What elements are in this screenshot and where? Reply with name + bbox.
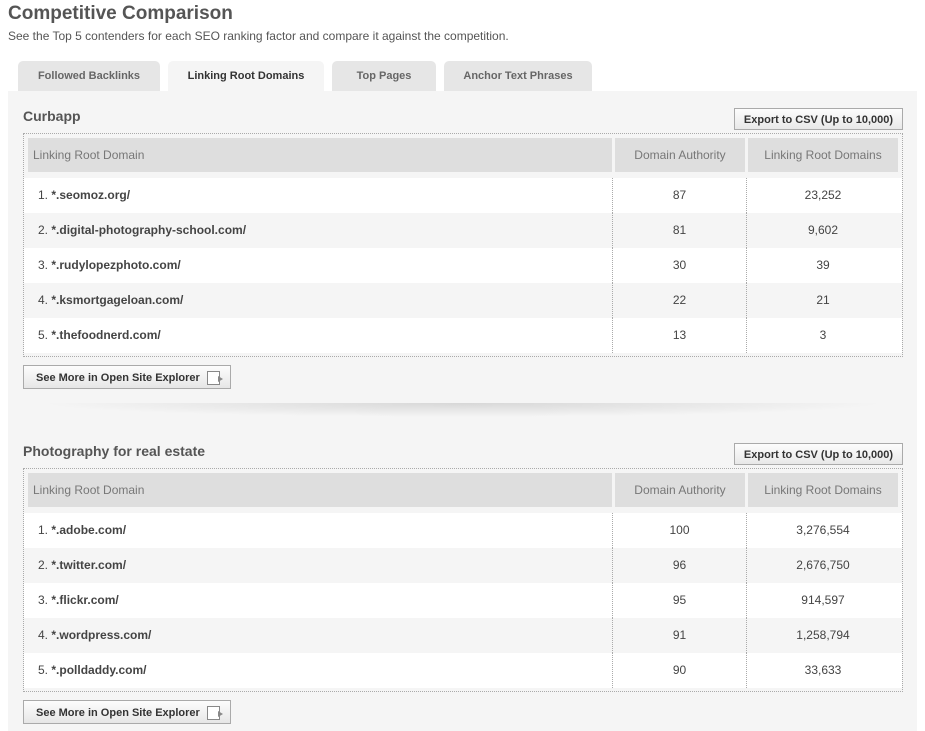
rank: 5.: [38, 328, 49, 342]
table-body: 1. *.seomoz.org/ 87 23,252 2. *.digital-…: [24, 178, 902, 353]
domain-authority-cell: 100: [613, 513, 747, 548]
page-title: Competitive Comparison: [8, 3, 233, 24]
domain-link[interactable]: *.rudylopezphoto.com/: [51, 258, 181, 272]
table-row: 2. *.digital-photography-school.com/ 81 …: [24, 213, 902, 248]
domain-link[interactable]: *.wordpress.com/: [51, 628, 152, 642]
domain-cell: 5. *.thefoodnerd.com/: [24, 318, 613, 353]
section-title: Curbapp: [23, 108, 81, 124]
column-header-domain-authority[interactable]: Domain Authority: [615, 138, 745, 172]
domain-link[interactable]: *.adobe.com/: [51, 523, 127, 537]
table-header: Linking Root Domain Domain Authority Lin…: [28, 138, 898, 172]
export-csv-button[interactable]: Export to CSV (Up to 10,000): [734, 443, 903, 465]
domain-authority-cell: 91: [613, 618, 747, 653]
linking-root-domains-cell: 21: [816, 293, 830, 307]
domain-cell: 4. *.wordpress.com/: [24, 618, 613, 653]
linking-root-domains-cell: 39: [816, 258, 830, 272]
rank: 4.: [38, 628, 49, 642]
domain-authority-cell: 95: [613, 583, 747, 618]
see-more-label: See More in Open Site Explorer: [36, 707, 200, 719]
linking-root-domains-cell: 33,633: [804, 663, 842, 677]
linking-root-domains-cell: 23,252: [804, 188, 842, 202]
table-row: 3. *.rudylopezphoto.com/ 30 39: [24, 248, 902, 283]
rank: 1.: [38, 188, 49, 202]
external-link-icon: [207, 706, 223, 720]
column-header-domain[interactable]: Linking Root Domain: [28, 138, 612, 172]
table-body: 1. *.adobe.com/ 100 3,276,554 2. *.twitt…: [24, 513, 902, 688]
tab-linking-root-domains[interactable]: Linking Root Domains: [168, 61, 324, 91]
column-header-domain[interactable]: Linking Root Domain: [28, 473, 612, 507]
external-link-icon: [207, 371, 223, 385]
table-row: 4. *.ksmortgageloan.com/ 22 21: [24, 283, 902, 318]
see-more-label: See More in Open Site Explorer: [36, 372, 200, 384]
tab-bar: Followed Backlinks Linking Root Domains …: [18, 61, 592, 91]
section-divider: [38, 403, 888, 417]
domain-cell: 3. *.flickr.com/: [24, 583, 613, 618]
domain-authority-cell: 87: [613, 178, 747, 213]
domain-link[interactable]: *.twitter.com/: [51, 558, 127, 572]
linking-root-domains-cell: 3: [819, 328, 827, 342]
tab-followed-backlinks[interactable]: Followed Backlinks: [18, 61, 160, 91]
rank: 3.: [38, 593, 49, 607]
domain-link[interactable]: *.seomoz.org/: [51, 188, 131, 202]
domain-cell: 1. *.adobe.com/: [24, 513, 613, 548]
tab-anchor-text-phrases[interactable]: Anchor Text Phrases: [444, 61, 592, 91]
section-title: Photography for real estate: [23, 443, 206, 459]
domain-link[interactable]: *.flickr.com/: [51, 593, 119, 607]
domain-link[interactable]: *.ksmortgageloan.com/: [51, 293, 184, 307]
see-more-ose-button[interactable]: See More in Open Site Explorer: [23, 365, 231, 389]
table-row: 4. *.wordpress.com/ 91 1,258,794: [24, 618, 902, 653]
table-header: Linking Root Domain Domain Authority Lin…: [28, 473, 898, 507]
table-row: 3. *.flickr.com/ 95 914,597: [24, 583, 902, 618]
domain-cell: 4. *.ksmortgageloan.com/: [24, 283, 613, 318]
rank: 4.: [38, 293, 49, 307]
page-subtitle: See the Top 5 contenders for each SEO ra…: [8, 29, 509, 43]
table-row: 5. *.thefoodnerd.com/ 13 3: [24, 318, 902, 353]
domain-link[interactable]: *.polldaddy.com/: [51, 663, 147, 677]
column-header-linking-root-domains[interactable]: Linking Root Domains: [748, 138, 898, 172]
domain-link[interactable]: *.digital-photography-school.com/: [51, 223, 247, 237]
rank: 1.: [38, 523, 49, 537]
domain-authority-cell: 96: [613, 548, 747, 583]
rank: 5.: [38, 663, 49, 677]
column-header-domain-authority[interactable]: Domain Authority: [615, 473, 745, 507]
results-table: Linking Root Domain Domain Authority Lin…: [23, 133, 903, 357]
table-row: 2. *.twitter.com/ 96 2,676,750: [24, 548, 902, 583]
results-table: Linking Root Domain Domain Authority Lin…: [23, 468, 903, 692]
table-row: 1. *.adobe.com/ 100 3,276,554: [24, 513, 902, 548]
table-row: 1. *.seomoz.org/ 87 23,252: [24, 178, 902, 213]
tab-top-pages[interactable]: Top Pages: [332, 61, 436, 91]
domain-authority-cell: 13: [613, 318, 747, 353]
export-csv-button[interactable]: Export to CSV (Up to 10,000): [734, 108, 903, 130]
linking-root-domains-cell: 914,597: [801, 593, 845, 607]
table-row: 5. *.polldaddy.com/ 90 33,633: [24, 653, 902, 688]
domain-cell: 3. *.rudylopezphoto.com/: [24, 248, 613, 283]
column-header-linking-root-domains[interactable]: Linking Root Domains: [748, 473, 898, 507]
domain-cell: 2. *.twitter.com/: [24, 548, 613, 583]
domain-authority-cell: 30: [613, 248, 747, 283]
domain-authority-cell: 90: [613, 653, 747, 688]
domain-authority-cell: 22: [613, 283, 747, 318]
rank: 2.: [38, 558, 49, 572]
domain-cell: 1. *.seomoz.org/: [24, 178, 613, 213]
tab-panel: Curbapp Export to CSV (Up to 10,000) Lin…: [8, 91, 917, 731]
domain-authority-cell: 81: [613, 213, 747, 248]
rank: 3.: [38, 258, 49, 272]
domain-cell: 2. *.digital-photography-school.com/: [24, 213, 613, 248]
domain-cell: 5. *.polldaddy.com/: [24, 653, 613, 688]
see-more-ose-button[interactable]: See More in Open Site Explorer: [23, 700, 231, 724]
domain-link[interactable]: *.thefoodnerd.com/: [51, 328, 161, 342]
rank: 2.: [38, 223, 49, 237]
linking-root-domains-cell: 2,676,750: [796, 558, 850, 572]
linking-root-domains-cell: 9,602: [807, 223, 839, 237]
linking-root-domains-cell: 3,276,554: [796, 523, 850, 537]
linking-root-domains-cell: 1,258,794: [796, 628, 850, 642]
